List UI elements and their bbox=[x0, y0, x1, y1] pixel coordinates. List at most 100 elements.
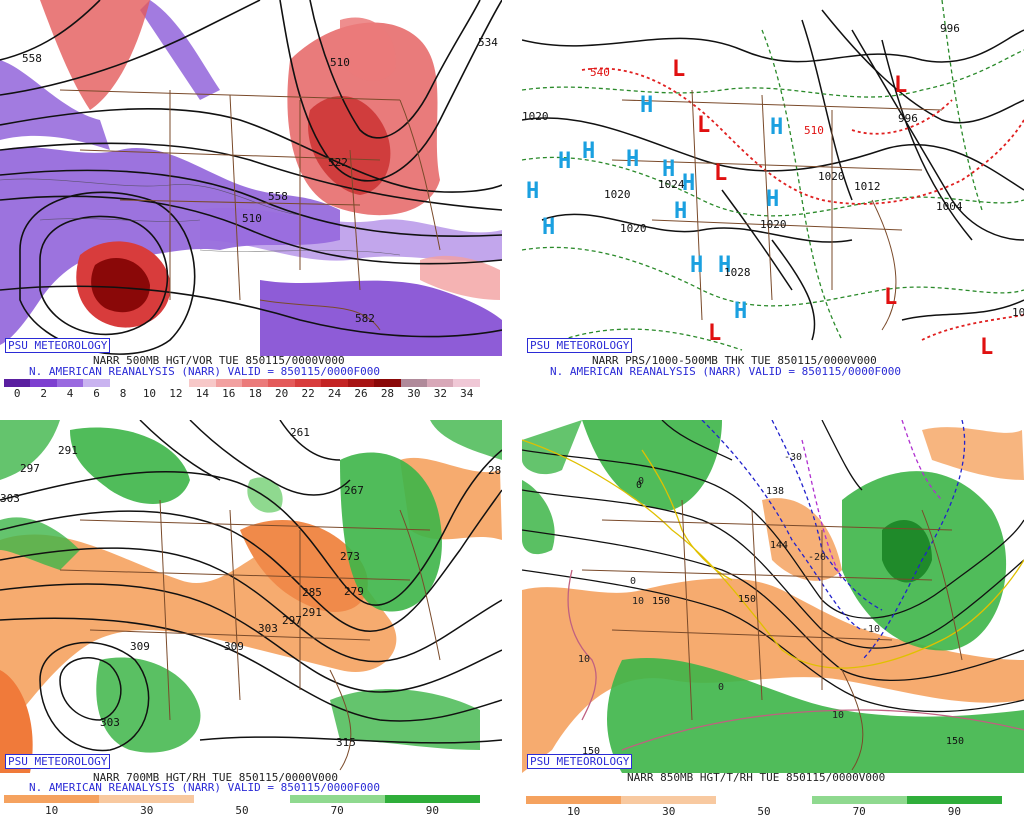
pos-vort-region bbox=[308, 96, 391, 195]
high-pressure-marker: H bbox=[734, 299, 747, 324]
high-pressure-marker: H bbox=[766, 187, 779, 212]
chart-title-line1: NARR 850MB HGT/T/RH TUE 850115/0000V000 bbox=[627, 771, 886, 784]
dry-region bbox=[240, 520, 368, 612]
colorbar-swatch bbox=[400, 379, 427, 387]
contour-label: 996 bbox=[940, 22, 960, 35]
temp-label: 10 bbox=[578, 654, 590, 665]
high-pressure-marker: H bbox=[582, 139, 595, 164]
colorbar-swatch bbox=[716, 796, 812, 804]
contour-label: 1020 bbox=[604, 188, 631, 201]
colorbar-swatch bbox=[4, 379, 31, 387]
colorbar-swatch bbox=[4, 795, 100, 803]
colorbar-tick-label: 32 bbox=[433, 387, 447, 400]
contour-label: 1024 bbox=[658, 178, 685, 191]
contour-label: 150 bbox=[652, 596, 670, 607]
colorbar-swatch bbox=[215, 379, 242, 387]
contour-label: 510 bbox=[804, 124, 824, 137]
contour-label: 534 bbox=[478, 36, 498, 49]
contour-label: 150 bbox=[582, 746, 600, 757]
chart-title-line1: NARR 500MB HGT/VOR TUE 850115/0000V000 bbox=[93, 354, 345, 367]
boundaries bbox=[59, 499, 441, 771]
colorbar-tick-label: 90 bbox=[425, 804, 440, 817]
rh-colorbar-ticks: 10 30 50 70 90 bbox=[4, 805, 480, 817]
contour-label: 996 bbox=[898, 112, 918, 125]
colorbar-tick-label: 4 bbox=[66, 387, 74, 400]
dry-region bbox=[922, 427, 1024, 480]
colorbar-tick-label: 30 bbox=[140, 804, 154, 817]
colorbar-swatch bbox=[453, 379, 480, 387]
contour-label: 138 bbox=[766, 486, 784, 497]
temp-label: 10 bbox=[632, 596, 644, 607]
chart-title-line2: N. AMERICAN REANALYSIS (NARR) VALID = 85… bbox=[550, 365, 901, 378]
vorticity-colorbar-ticks: 0 2 4 6 8 10 12 14 16 18 20 22 24 26 28 30 32 34 bbox=[4, 388, 480, 400]
colorbar-tick-label: 10 bbox=[142, 387, 157, 400]
colorbar-tick-label: 30 bbox=[662, 805, 676, 818]
colorbar-tick-label: 26 bbox=[354, 387, 368, 400]
contour-label: 309 bbox=[224, 640, 244, 653]
moist-region bbox=[522, 420, 582, 475]
contour-label: 150 bbox=[738, 594, 756, 605]
temp-rh-850mb-map: -30 -20 -10 0 0 10 10 10 0 138 144 150 1… bbox=[522, 420, 1024, 773]
contour-label: 1020 bbox=[760, 218, 787, 231]
moist-region bbox=[0, 420, 60, 480]
contour-label: 303 bbox=[258, 622, 278, 635]
contour-label: 297 bbox=[282, 614, 302, 627]
psu-meteorology-logo: PSU METEOROLOGY bbox=[5, 338, 111, 353]
low-pressure-marker: L bbox=[708, 321, 721, 346]
contour-label: 1004 bbox=[936, 200, 963, 213]
pos-vort-region bbox=[91, 257, 150, 313]
colorbar-tick-label: 30 bbox=[407, 387, 421, 400]
panel-850mb-temp-rh: -30 -20 -10 0 0 10 10 10 0 138 144 150 1… bbox=[522, 420, 1024, 824]
colorbar-swatch bbox=[427, 379, 454, 387]
colorbar-swatch bbox=[526, 796, 622, 804]
colorbar-swatch bbox=[289, 795, 385, 803]
colorbar-tick-label: 14 bbox=[195, 387, 209, 400]
high-pressure-marker: H bbox=[662, 157, 675, 182]
colorbar-swatch bbox=[906, 796, 1002, 804]
contour-label: 291 bbox=[58, 444, 78, 457]
high-pressure-marker: H bbox=[682, 171, 695, 196]
low-pressure-marker: L bbox=[980, 335, 993, 356]
high-pressure-marker: H bbox=[718, 253, 731, 278]
low-pressure-marker: L bbox=[697, 113, 710, 138]
contour-label: 279 bbox=[344, 585, 364, 598]
chart-title-line2: N. AMERICAN REANALYSIS (NARR) VALID = 85… bbox=[29, 781, 380, 794]
contour-label: 315 bbox=[336, 736, 356, 749]
high-pressure-marker: H bbox=[770, 115, 783, 140]
contour-label: 1020 bbox=[522, 110, 549, 123]
contour-label: 285 bbox=[488, 464, 502, 477]
colorbar-swatch bbox=[30, 379, 57, 387]
contour-label: 150 bbox=[946, 736, 964, 747]
moist-region bbox=[522, 480, 555, 555]
high-pressure-marker: H bbox=[526, 179, 539, 204]
chart-title-line1: NARR PRS/1000-500MB THK TUE 850115/0000V… bbox=[592, 354, 877, 367]
contour-label: 540 bbox=[590, 66, 610, 79]
panel-700mb-rh: 261 291 297 303 267 273 279 285 291 297 … bbox=[0, 420, 502, 824]
colorbar-tick-label: 12 bbox=[169, 387, 183, 400]
contour-label: 558 bbox=[268, 190, 288, 203]
boundaries bbox=[581, 499, 963, 771]
high-pressure-marker: H bbox=[626, 147, 639, 172]
colorbar-tick-label: 6 bbox=[93, 387, 100, 400]
contour-label: 1028 bbox=[724, 266, 751, 279]
rh-colorbar bbox=[4, 795, 480, 803]
colorbar-tick-label: 70 bbox=[330, 804, 344, 817]
contour-label: 1012 bbox=[854, 180, 881, 193]
rh-700mb-map: 261 291 297 303 267 273 279 285 291 297 … bbox=[0, 420, 502, 773]
thickness-lines bbox=[522, 0, 1024, 351]
temp-label: 10 bbox=[832, 710, 844, 721]
colorbar-tick-label: 50 bbox=[757, 805, 771, 818]
high-pressure-marker: H bbox=[674, 199, 687, 224]
colorbar-tick-label: 22 bbox=[301, 387, 315, 400]
moist-region bbox=[70, 427, 190, 504]
colorbar-tick-label: 24 bbox=[327, 387, 342, 400]
contour-label: 297 bbox=[20, 462, 40, 475]
colorbar-tick-label: 10 bbox=[566, 805, 581, 818]
contour-label: 1020 bbox=[620, 222, 647, 235]
colorbar-swatch bbox=[347, 379, 375, 387]
colorbar-tick-label: 28 bbox=[380, 387, 395, 400]
moist-region bbox=[330, 689, 480, 750]
psu-meteorology-logo: PSU METEOROLOGY bbox=[5, 754, 111, 769]
temp-label: -20 bbox=[808, 552, 826, 563]
dry-region bbox=[522, 578, 1024, 773]
